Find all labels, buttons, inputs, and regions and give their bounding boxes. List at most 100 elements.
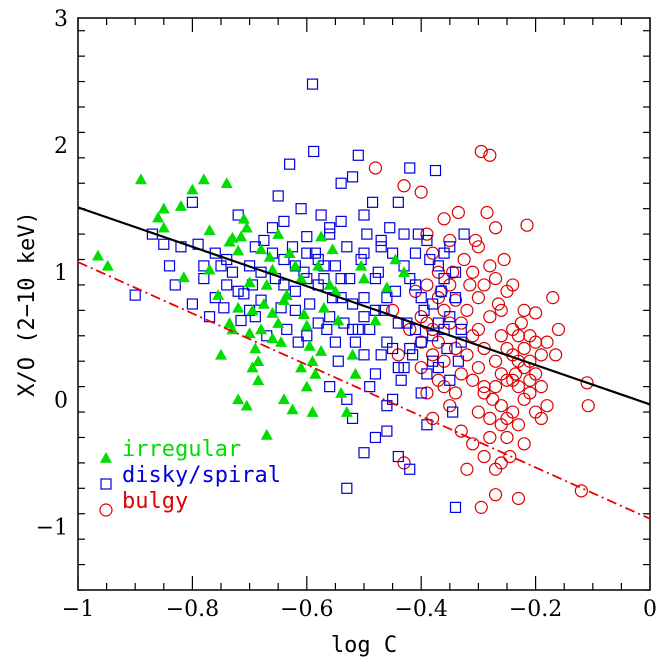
bulgy-point xyxy=(460,348,474,362)
irregular-point xyxy=(203,263,216,275)
disky-spiral-point xyxy=(332,355,344,367)
disky-spiral-point xyxy=(235,314,247,327)
disky-spiral-point xyxy=(407,349,419,361)
y-tick-label: 3 xyxy=(54,7,68,32)
irregular-point xyxy=(255,323,268,335)
disky-spiral-point xyxy=(415,336,427,348)
bulgy-point xyxy=(414,360,428,375)
disky-spiral-point xyxy=(381,425,393,437)
disky-spiral-point xyxy=(315,209,327,221)
disky-spiral-point xyxy=(289,304,301,316)
disky-spiral-point xyxy=(335,215,347,227)
bulgy-point xyxy=(508,367,523,381)
disky-spiral-point xyxy=(266,222,279,234)
disky-spiral-point xyxy=(324,311,336,323)
disky-spiral-point xyxy=(404,272,416,285)
bulgy-point xyxy=(514,316,528,330)
bulgy-point xyxy=(443,316,457,330)
legend-label: irregular xyxy=(122,437,241,462)
bulgy-point xyxy=(420,278,434,292)
disky-spiral-point xyxy=(409,279,422,291)
bulgy-point xyxy=(391,348,405,362)
bulgy-point xyxy=(574,484,588,498)
irregular-point xyxy=(203,224,216,236)
irregular-point xyxy=(358,272,370,284)
disky-spiral-point xyxy=(444,374,456,386)
bulgy-point xyxy=(426,246,440,260)
disky-spiral-point xyxy=(278,253,290,266)
irregular-point xyxy=(92,249,105,261)
bulgy-point xyxy=(549,348,563,362)
bulgy-point xyxy=(466,373,480,387)
disky-spiral-point xyxy=(163,260,176,272)
disky-spiral-point xyxy=(344,272,356,285)
irregular-point xyxy=(355,259,368,271)
disky-spiral-point xyxy=(415,292,427,304)
disky-spiral-point xyxy=(387,393,399,405)
disky-spiral-point xyxy=(335,272,347,285)
bulgy-point xyxy=(534,380,548,394)
disky-spiral-point xyxy=(421,368,433,380)
disky-spiral-point xyxy=(346,171,359,183)
bulgy-point xyxy=(500,373,514,387)
irregular-point xyxy=(303,339,316,351)
bulgy-point xyxy=(551,322,566,337)
irregular-point xyxy=(317,301,330,313)
disky-spiral-point xyxy=(404,162,416,174)
bulgy-point xyxy=(460,303,474,317)
disky-spiral-point xyxy=(324,228,336,240)
bulgy-point xyxy=(491,297,506,311)
bulgy-point xyxy=(431,265,445,279)
irregular-point xyxy=(297,308,310,319)
disky-spiral-point xyxy=(312,317,324,329)
disky-spiral-point xyxy=(292,336,304,348)
bulgy-point xyxy=(497,252,511,267)
bulgy-point xyxy=(486,392,500,406)
disky-spiral-point xyxy=(375,349,387,361)
bulgy-point xyxy=(540,335,554,349)
bulgy-point xyxy=(483,430,497,445)
bulgy-point xyxy=(403,322,417,337)
disky-spiral-point xyxy=(438,272,450,285)
disky-spiral-point xyxy=(129,289,141,301)
disky-spiral-point xyxy=(329,260,341,272)
disky-spiral-point xyxy=(458,228,470,240)
irregular-point xyxy=(286,403,299,415)
irregular-point xyxy=(295,361,308,373)
disky-spiral-point xyxy=(295,203,307,215)
irregular-point xyxy=(332,314,345,326)
disky-spiral-point xyxy=(398,361,410,374)
bulgy-point xyxy=(471,291,485,305)
irregular-point xyxy=(186,183,199,195)
bulgy-point xyxy=(408,284,423,298)
disky-spiral-point xyxy=(324,381,336,393)
bulgy-point xyxy=(460,462,474,476)
disky-spiral-point xyxy=(278,215,290,227)
bulgy-point xyxy=(500,430,514,445)
disky-spiral-point xyxy=(358,311,370,323)
bulgy-point xyxy=(511,418,526,432)
x-tick-label: 0 xyxy=(643,597,657,622)
irregular-point xyxy=(323,278,336,290)
bulgy-point xyxy=(520,218,534,232)
disky-spiral-point xyxy=(281,323,293,336)
irregular-point xyxy=(300,380,313,392)
bulgy-point xyxy=(528,405,543,419)
disky-spiral-point xyxy=(304,298,316,310)
bulgy-point xyxy=(494,329,508,343)
disky-spiral-point xyxy=(321,323,333,336)
irregular-point xyxy=(306,355,319,366)
disky-spiral-point xyxy=(352,149,364,161)
irregular-point xyxy=(266,332,279,344)
irregular-point xyxy=(309,367,322,379)
irregular-point xyxy=(260,428,273,440)
irregular-point xyxy=(157,202,170,214)
bulgy-point xyxy=(534,348,548,362)
disky-spiral-point xyxy=(392,450,404,463)
bulgy-point xyxy=(466,265,480,279)
irregular-point xyxy=(326,243,339,255)
irregular-point xyxy=(243,327,256,339)
irregular-point xyxy=(266,306,279,318)
bulgy-point xyxy=(483,148,497,162)
